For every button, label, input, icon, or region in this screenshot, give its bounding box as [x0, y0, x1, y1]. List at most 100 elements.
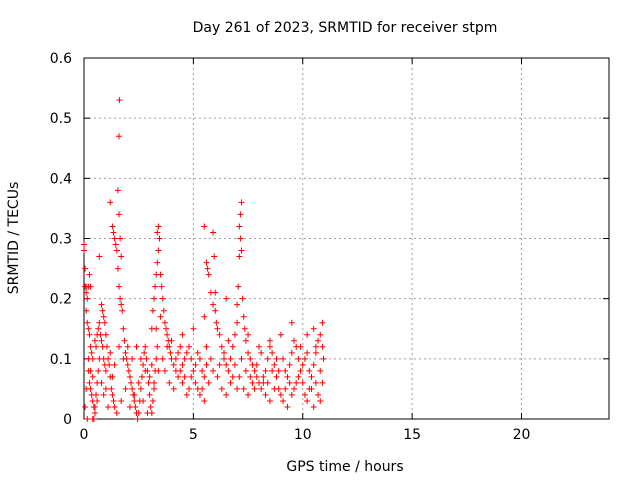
data-point — [152, 283, 159, 290]
data-point — [149, 397, 156, 404]
data-point — [186, 385, 192, 392]
data-point — [238, 199, 245, 206]
data-point — [114, 265, 121, 272]
data-point — [88, 349, 95, 356]
data-point — [98, 379, 105, 386]
data-point — [297, 367, 304, 374]
data-point — [240, 313, 247, 320]
data-point — [98, 301, 105, 308]
x-tick-label: 10 — [294, 427, 312, 443]
data-point — [96, 319, 103, 326]
data-point — [301, 355, 308, 362]
data-point — [157, 271, 164, 278]
data-point — [109, 391, 116, 398]
data-point — [154, 343, 161, 350]
data-point — [135, 409, 142, 416]
data-point — [235, 283, 242, 290]
data-point — [240, 385, 247, 392]
data-point — [253, 373, 260, 380]
data-point — [108, 385, 115, 392]
data-point — [203, 343, 210, 350]
data-point — [93, 391, 100, 398]
data-points — [81, 97, 327, 422]
data-point — [105, 403, 112, 410]
data-point — [138, 373, 145, 380]
data-point — [266, 337, 273, 344]
data-point — [236, 223, 243, 230]
data-point — [146, 391, 153, 398]
data-point — [91, 403, 98, 410]
data-point — [181, 355, 188, 362]
data-point — [151, 295, 157, 302]
data-point — [247, 355, 254, 362]
data-point — [315, 391, 322, 398]
data-point — [83, 385, 90, 392]
data-point — [134, 416, 141, 422]
data-point — [273, 373, 280, 380]
data-point — [210, 229, 217, 236]
data-point — [135, 379, 142, 386]
x-tick-label: 0 — [80, 427, 89, 443]
data-point — [179, 331, 186, 338]
data-point — [280, 355, 287, 362]
data-point — [166, 379, 173, 386]
data-point — [301, 391, 308, 398]
data-point — [205, 379, 212, 386]
data-point — [132, 403, 139, 410]
data-point — [234, 301, 241, 308]
data-point — [100, 391, 107, 398]
data-point — [155, 247, 162, 254]
data-point — [143, 355, 150, 362]
data-point — [102, 331, 109, 338]
data-point — [153, 355, 160, 362]
data-point — [97, 331, 104, 338]
data-point — [109, 373, 116, 380]
data-point — [299, 379, 306, 386]
data-point — [239, 295, 246, 302]
data-point — [310, 325, 317, 332]
data-point — [81, 247, 87, 254]
data-point — [113, 247, 120, 254]
data-point — [201, 313, 208, 320]
data-point — [117, 235, 124, 242]
data-point — [242, 367, 249, 374]
data-point — [288, 349, 295, 356]
data-point — [128, 379, 135, 386]
data-point — [116, 211, 122, 218]
data-point — [95, 367, 102, 374]
data-point — [96, 355, 103, 362]
data-point — [120, 325, 127, 332]
data-point — [199, 385, 206, 392]
data-point — [105, 355, 112, 362]
data-point — [154, 259, 161, 266]
y-tick-label: 0.4 — [50, 171, 72, 187]
data-point — [201, 373, 208, 380]
data-point — [129, 385, 136, 392]
data-point — [100, 313, 107, 320]
data-point — [107, 199, 114, 206]
y-tick-label: 0.2 — [50, 292, 72, 308]
data-point — [122, 385, 129, 392]
data-point — [109, 223, 116, 230]
data-point — [229, 343, 236, 350]
data-point — [251, 367, 258, 374]
data-point — [315, 337, 322, 344]
data-point — [234, 319, 241, 326]
data-point — [85, 325, 92, 332]
data-point — [213, 319, 220, 326]
data-point — [95, 325, 102, 332]
data-point — [212, 307, 219, 314]
data-point — [221, 349, 227, 356]
data-point — [119, 307, 126, 314]
data-point — [110, 397, 117, 404]
x-tick-label: 15 — [403, 427, 421, 443]
data-point — [210, 301, 217, 308]
data-point — [214, 325, 221, 332]
data-point — [87, 343, 94, 350]
data-point — [264, 355, 271, 362]
data-point — [84, 416, 91, 422]
data-point — [131, 397, 138, 404]
y-tick-label: 0.6 — [50, 51, 72, 67]
data-point — [245, 349, 252, 356]
